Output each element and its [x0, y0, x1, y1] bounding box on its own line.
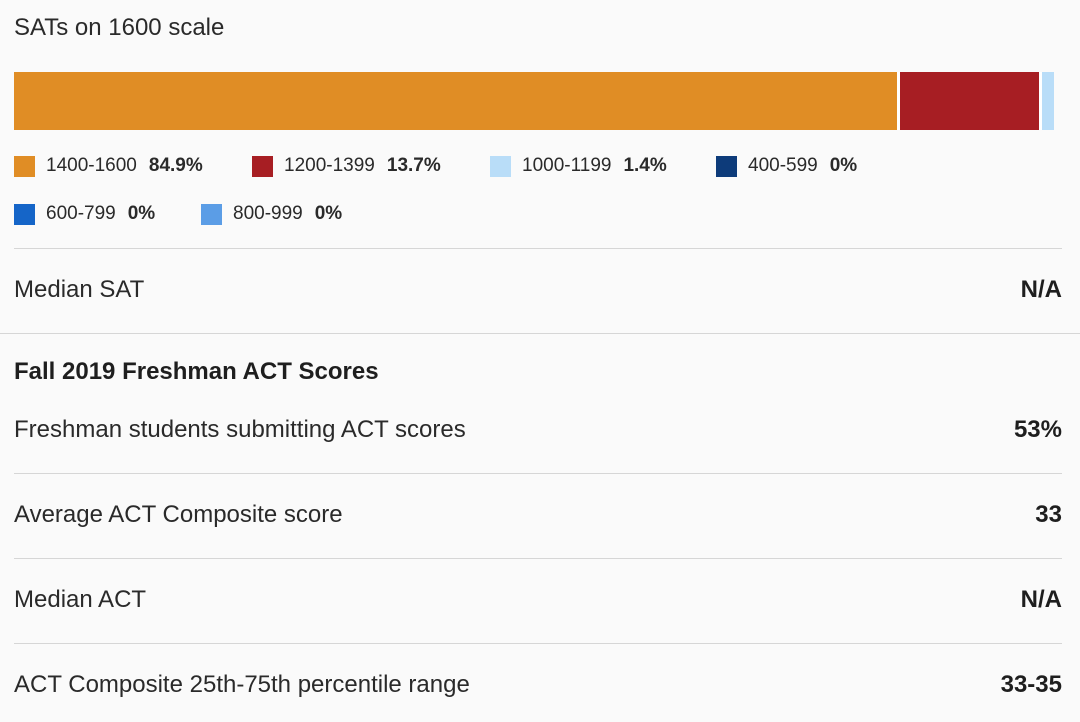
row-label: Median SAT — [14, 276, 145, 303]
legend-swatch — [14, 203, 35, 225]
row-label: Median ACT — [14, 586, 147, 613]
act-row: Freshman students submitting ACT scores … — [14, 416, 1062, 444]
legend-item: 1000-1199 1.4% — [490, 155, 716, 177]
divider — [14, 643, 1062, 644]
legend-swatch — [716, 155, 737, 177]
legend-item: 400-599 0% — [716, 155, 857, 177]
row-value: N/A — [1020, 276, 1062, 303]
section-title: Fall 2019 Freshman ACT Scores — [14, 358, 379, 385]
sat-title: SATs on 1600 scale — [14, 14, 225, 41]
legend-item: 800-999 0% — [201, 203, 342, 225]
legend-item: 1200-1399 13.7% — [252, 155, 490, 177]
sat-legend: 1400-1600 84.9% 1200-1399 13.7% 1000-119… — [14, 152, 1064, 248]
legend-swatch — [490, 155, 511, 177]
legend-row: 600-799 0% 800-999 0% — [14, 200, 1064, 228]
median-sat-row: Median SAT N/A — [14, 276, 1062, 304]
legend-percent: 13.7% — [386, 155, 441, 176]
legend-percent: 0% — [127, 203, 156, 224]
legend-item: 600-799 0% — [14, 203, 201, 225]
legend-item: 1400-1600 84.9% — [14, 155, 252, 177]
act-row: Median ACT N/A — [14, 586, 1062, 614]
legend-label: 600-799 — [46, 203, 116, 224]
legend-label: 1200-1399 — [284, 155, 375, 176]
legend-swatch — [14, 155, 35, 177]
sat-bar-segment-1000-1199 — [1039, 72, 1054, 130]
divider — [14, 558, 1062, 559]
legend-label: 1000-1199 — [522, 155, 612, 176]
row-value: N/A — [1020, 586, 1062, 613]
legend-percent: 0% — [314, 203, 343, 224]
legend-row: 1400-1600 84.9% 1200-1399 13.7% 1000-119… — [14, 152, 1064, 180]
divider — [14, 248, 1062, 249]
row-label: Average ACT Composite score — [14, 501, 343, 528]
section-divider — [0, 333, 1080, 334]
row-label: Freshman students submitting ACT scores — [14, 416, 466, 443]
legend-label: 800-999 — [233, 203, 303, 224]
legend-percent: 84.9% — [148, 155, 203, 176]
sat-bar-segment-1400-1600 — [14, 72, 897, 130]
legend-swatch — [252, 155, 273, 177]
sat-stacked-bar — [14, 72, 1054, 130]
row-label: ACT Composite 25th-75th percentile range — [14, 671, 470, 698]
row-value: 33-35 — [1000, 671, 1062, 698]
legend-percent: 1.4% — [623, 155, 667, 176]
act-row: Average ACT Composite score 33 — [14, 501, 1062, 529]
divider — [14, 473, 1062, 474]
legend-percent: 0% — [829, 155, 858, 176]
legend-swatch — [201, 203, 222, 225]
row-value: 33 — [1035, 501, 1062, 528]
legend-label: 1400-1600 — [46, 155, 137, 176]
act-row: ACT Composite 25th-75th percentile range… — [14, 671, 1062, 699]
sat-bar-segment-1200-1399 — [896, 72, 1040, 130]
legend-label: 400-599 — [748, 155, 818, 176]
row-value: 53% — [1013, 416, 1062, 443]
